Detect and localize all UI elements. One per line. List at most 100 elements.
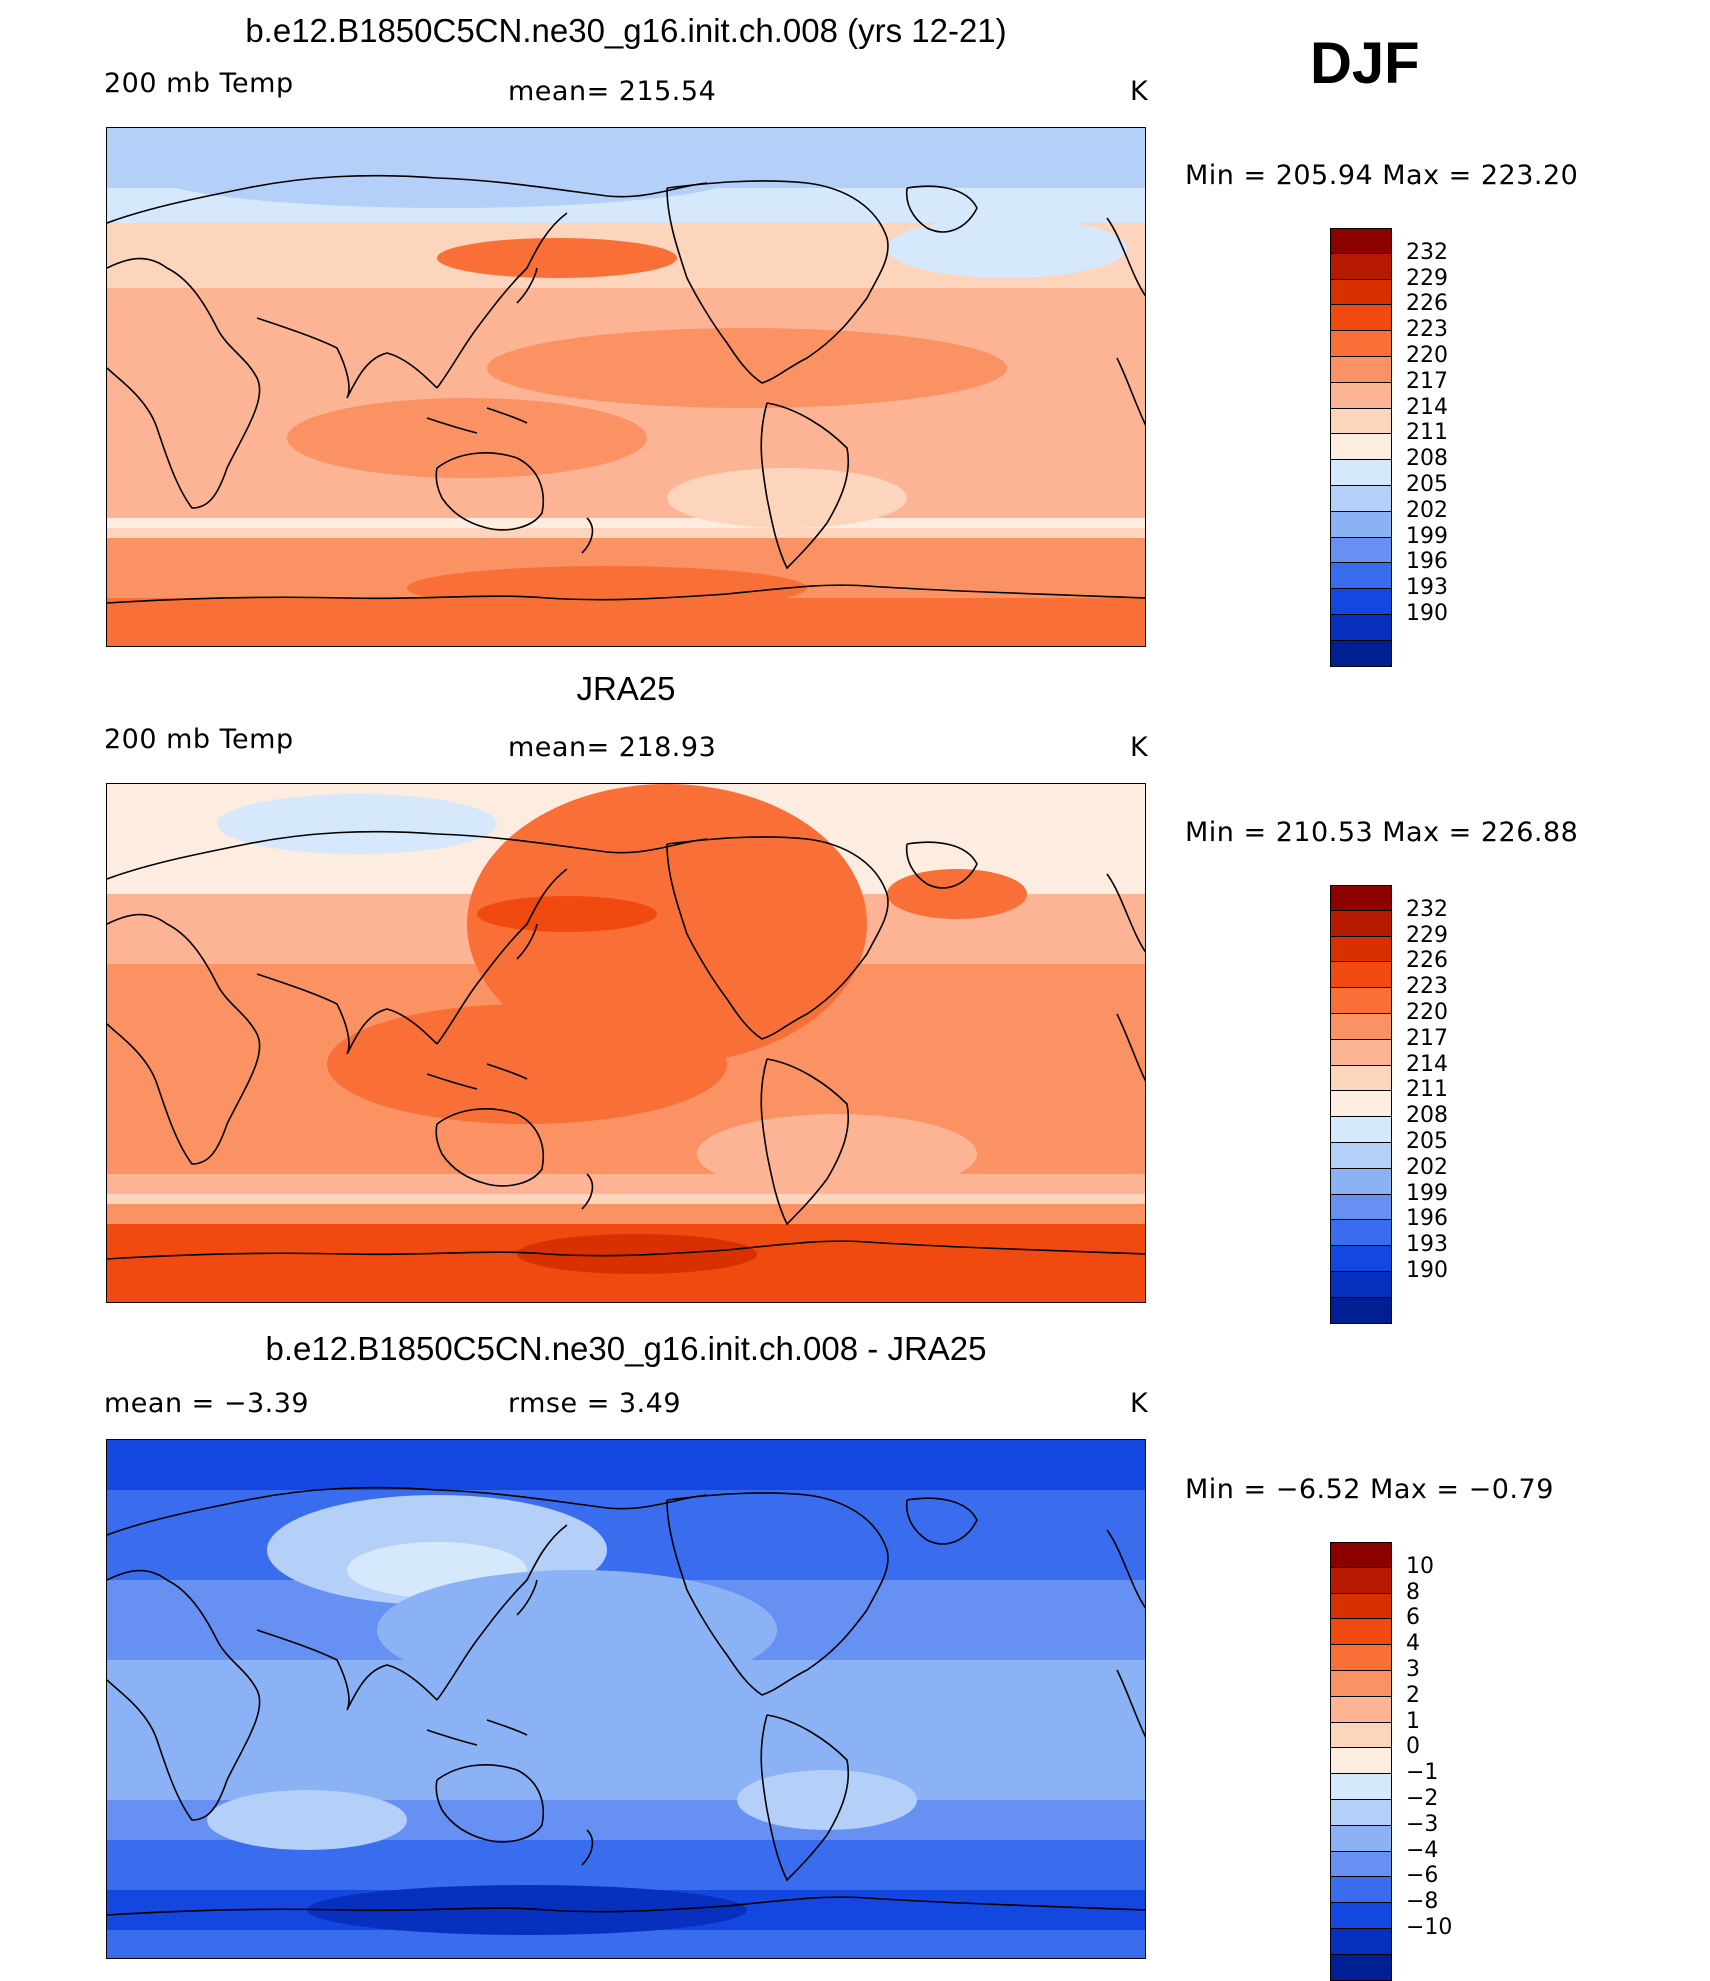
colorbar-label: −2 [1406, 1786, 1439, 1811]
coastline [435, 1764, 544, 1843]
coastline [1116, 1669, 1145, 1738]
coastline [905, 841, 978, 889]
coastline [666, 1492, 889, 1696]
panel3-center-label: rmse = 3.49 [508, 1388, 682, 1419]
colorbar-label: 6 [1406, 1605, 1420, 1631]
coastline [666, 836, 889, 1040]
colorbar-label: 226 [1406, 948, 1448, 974]
field-blob [887, 869, 1027, 919]
coastline [107, 1569, 261, 1821]
colorbar-swatch [1330, 356, 1392, 383]
panel2-title: JRA25 [576, 670, 676, 707]
colorbar-label: −10 [1406, 1915, 1453, 1940]
colorbar-swatch [1330, 614, 1392, 641]
panel3-title: b.e12.B1850C5CN.ne30_g16.init.ch.008 - J… [265, 1330, 987, 1367]
field-band [107, 1204, 1145, 1224]
colorbar-swatch [1330, 1722, 1392, 1749]
colorbar-label: −8 [1406, 1889, 1439, 1915]
colorbar-label: 214 [1406, 394, 1448, 420]
panel3-minmax: Min = −6.52 Max = −0.79 [1185, 1474, 1554, 1505]
colorbar-swatch [1330, 434, 1392, 461]
field-band [107, 518, 1145, 528]
colorbar-label: 208 [1406, 1103, 1448, 1129]
colorbar-label: −3 [1406, 1811, 1439, 1837]
coastline [256, 1629, 438, 1711]
coastline [581, 1829, 594, 1866]
colorbar-label: 193 [1406, 1232, 1448, 1258]
colorbar-label: 232 [1406, 239, 1448, 265]
colorbar-label: 205 [1406, 1129, 1448, 1154]
field-band [107, 1174, 1145, 1194]
field-band [107, 1930, 1145, 1958]
coastline [435, 1108, 544, 1187]
colorbar-swatch [1330, 460, 1392, 486]
colorbar-swatch [1330, 589, 1392, 615]
colorbar-label: 211 [1406, 420, 1448, 446]
colorbar-label: 190 [1406, 1258, 1448, 1283]
panel1-center-label: mean= 215.54 [508, 76, 717, 107]
colorbar-swatch [1330, 1877, 1392, 1904]
panel3-left-label: mean = −3.39 [104, 1388, 310, 1419]
colorbar-swatch [1330, 1013, 1392, 1040]
colorbar-swatch [1330, 988, 1392, 1014]
field-blob [887, 218, 1127, 278]
coastline [666, 180, 889, 384]
colorbar-swatch [1330, 936, 1392, 963]
field-blob [487, 328, 1007, 408]
coastline [1106, 217, 1145, 297]
colorbar-swatch [1330, 1645, 1392, 1671]
coastline [516, 267, 538, 304]
field-blob [207, 1790, 407, 1850]
colorbar-label: 217 [1406, 1025, 1448, 1051]
coastline [256, 973, 438, 1055]
coastline [107, 913, 261, 1165]
colorbar-swatch [1330, 1220, 1392, 1247]
coastline [905, 1497, 978, 1545]
field-blob [307, 1885, 747, 1935]
colorbar-swatch [1330, 1194, 1392, 1221]
field-band [107, 528, 1145, 538]
colorbar-swatch [1330, 1168, 1392, 1195]
coastline [107, 1486, 708, 1536]
colorbar-swatch [1330, 1954, 1392, 1981]
colorbar-label: 202 [1406, 497, 1448, 523]
panel3-colorbar [1330, 1542, 1392, 1981]
field-blob [737, 1770, 917, 1830]
field-blob [667, 468, 907, 528]
colorbar-swatch [1330, 511, 1392, 538]
panel3-map [106, 1439, 1146, 1959]
colorbar-label: 4 [1406, 1631, 1420, 1657]
colorbar-label: 8 [1406, 1579, 1420, 1605]
colorbar-swatch [1330, 1246, 1392, 1272]
colorbar-swatch [1330, 408, 1392, 435]
colorbar-swatch [1330, 253, 1392, 280]
colorbar-swatch [1330, 228, 1392, 254]
panel2-minmax: Min = 210.53 Max = 226.88 [1185, 817, 1579, 848]
colorbar-label: 196 [1406, 1206, 1448, 1232]
coastline [1106, 873, 1145, 953]
coastline [1106, 1529, 1145, 1609]
field-blob [517, 1234, 757, 1274]
field-band [107, 1194, 1145, 1204]
field-blob [327, 1004, 727, 1124]
colorbar-swatch [1330, 910, 1392, 937]
field-blob [477, 896, 657, 932]
colorbar-swatch [1330, 962, 1392, 989]
colorbar-swatch [1330, 1567, 1392, 1594]
coastline [107, 257, 261, 509]
panel3-units: K [1130, 1388, 1149, 1419]
colorbar-swatch [1330, 382, 1392, 409]
coastline [760, 1058, 850, 1226]
colorbar-swatch [1330, 537, 1392, 564]
colorbar-label: 229 [1406, 922, 1448, 948]
colorbar-label: 0 [1406, 1734, 1420, 1760]
colorbar-swatch [1330, 640, 1392, 667]
field-blob [147, 138, 747, 208]
colorbar-swatch [1330, 1619, 1392, 1646]
colorbar-swatch [1330, 1928, 1392, 1955]
colorbar-label: 217 [1406, 368, 1448, 394]
coastline [426, 1063, 528, 1090]
colorbar-label: 229 [1406, 265, 1448, 291]
coastline [426, 1719, 528, 1746]
colorbar-swatch [1330, 305, 1392, 332]
